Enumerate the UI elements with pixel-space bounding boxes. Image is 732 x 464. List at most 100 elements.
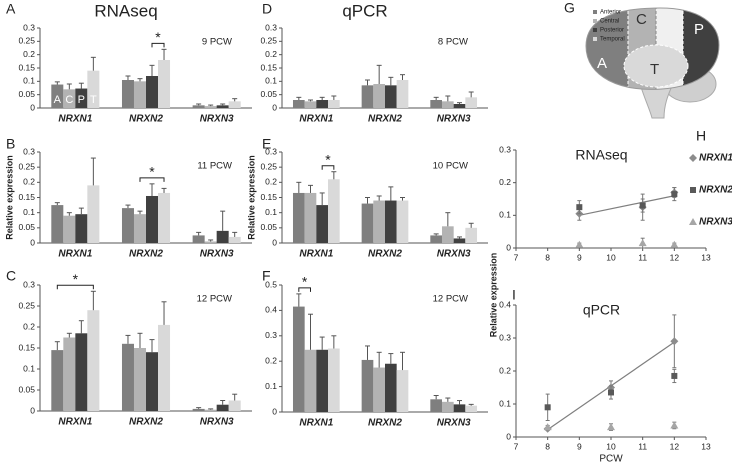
y-tick-label: 0.25 bbox=[260, 36, 277, 46]
bar bbox=[192, 408, 205, 411]
panel-letter: I bbox=[512, 287, 516, 303]
panel-letter: C bbox=[6, 268, 16, 284]
y-tick-label: 0.3 bbox=[23, 279, 35, 289]
y-tick-label: 0.5 bbox=[265, 279, 277, 289]
y-tick-label: 0.4 bbox=[265, 305, 277, 315]
point bbox=[638, 239, 647, 247]
pcw-label: 12 PCW bbox=[433, 294, 468, 305]
y-tick-label: 0.2 bbox=[265, 177, 277, 187]
bar bbox=[63, 215, 76, 243]
bar bbox=[75, 214, 88, 243]
point bbox=[543, 423, 552, 431]
bar bbox=[146, 76, 159, 108]
point bbox=[671, 372, 678, 379]
bar bbox=[133, 214, 146, 243]
y-tick-label: 0.05 bbox=[260, 89, 277, 99]
legend-label: Central bbox=[600, 19, 619, 25]
panel-letter: B bbox=[6, 136, 15, 152]
y-tick-label: 0.3 bbox=[499, 144, 511, 154]
point bbox=[670, 421, 679, 429]
x-tick-label: 13 bbox=[701, 441, 711, 451]
y-tick-label: 0 bbox=[30, 102, 35, 112]
point bbox=[671, 191, 678, 198]
x-tick-label: 8 bbox=[545, 252, 550, 262]
bar bbox=[465, 405, 478, 412]
bar bbox=[216, 230, 229, 243]
point bbox=[576, 204, 583, 211]
bar bbox=[385, 200, 397, 243]
chart-title: qPCR bbox=[583, 302, 620, 318]
significance-bracket bbox=[56, 284, 94, 290]
bar bbox=[204, 409, 217, 411]
y-tick-label: 0.15 bbox=[260, 62, 277, 72]
y-tick-label: 0.05 bbox=[260, 222, 277, 232]
legend-label: NRXN1 bbox=[699, 153, 732, 164]
y-tick-label: 0.3 bbox=[23, 146, 35, 156]
bar bbox=[453, 404, 466, 412]
bar bbox=[430, 399, 442, 412]
y-tick-label: 0.05 bbox=[18, 222, 35, 232]
x-tick-label: NRXN2 bbox=[129, 114, 163, 125]
panel-letter: E bbox=[262, 136, 271, 152]
legend-label: Posterior bbox=[600, 28, 624, 34]
bar bbox=[328, 179, 340, 243]
x-tick-label: NRXN2 bbox=[129, 249, 163, 260]
bar-label: T bbox=[90, 94, 97, 106]
y-tick-label: 0.25 bbox=[18, 300, 35, 310]
region-label: C bbox=[636, 11, 647, 28]
point bbox=[608, 389, 614, 396]
bar bbox=[396, 80, 409, 108]
y-tick-label: 0.1 bbox=[265, 76, 277, 86]
x-tick-label: NRXN3 bbox=[200, 114, 234, 125]
panel-letter: D bbox=[262, 1, 272, 17]
pcw-label: 8 PCW bbox=[438, 37, 468, 48]
panel-letter: G bbox=[564, 0, 575, 16]
x-tick-label: NRXN1 bbox=[299, 418, 333, 429]
legend-label: Anterior bbox=[600, 10, 621, 16]
y-tick-label: 0.15 bbox=[18, 192, 35, 202]
y-tick-label: 0.05 bbox=[18, 384, 35, 394]
bar bbox=[292, 306, 305, 412]
brain-diagram: A C P T G bbox=[564, 0, 720, 119]
point bbox=[575, 240, 584, 248]
bar-label: C bbox=[65, 94, 73, 106]
bar bbox=[204, 106, 217, 108]
y-tick-label: 0.4 bbox=[499, 299, 511, 309]
y-tick-label: 0.15 bbox=[18, 62, 35, 72]
y-tick-label: 0.1 bbox=[265, 207, 277, 217]
cerebrum-outline bbox=[585, 7, 720, 90]
chart-title: RNAseq bbox=[94, 1, 157, 20]
significance-bracket bbox=[139, 177, 165, 182]
x-tick-label: 10 bbox=[606, 252, 616, 262]
bar bbox=[328, 348, 340, 412]
y-axis-label: Relative expression bbox=[4, 155, 14, 240]
chart-title: RNAseq bbox=[575, 147, 627, 163]
bar bbox=[228, 400, 241, 411]
x-tick-label: NRXN2 bbox=[368, 418, 402, 429]
x-tick-label: NRXN3 bbox=[437, 249, 471, 260]
x-tick-label: NRXN2 bbox=[129, 417, 163, 428]
legend-swatch bbox=[593, 10, 597, 14]
x-tick-label: NRXN2 bbox=[368, 249, 402, 260]
legend-label: NRXN2 bbox=[699, 185, 732, 196]
y-tick-label: 0.1 bbox=[265, 381, 277, 391]
bar bbox=[396, 200, 409, 243]
y-tick-label: 0 bbox=[272, 406, 277, 416]
legend-marker bbox=[689, 218, 697, 225]
bar bbox=[373, 84, 385, 108]
x-tick-label: NRXN1 bbox=[58, 249, 92, 260]
pcw-label: 11 PCW bbox=[197, 161, 232, 172]
bar bbox=[228, 101, 241, 108]
bar bbox=[87, 185, 100, 243]
bar bbox=[146, 352, 159, 411]
panel-letter: F bbox=[262, 268, 271, 284]
bar bbox=[465, 97, 478, 108]
x-tick-label: NRXN3 bbox=[200, 417, 234, 428]
legend-label: NRXN3 bbox=[699, 217, 732, 228]
y-tick-label: 0 bbox=[272, 237, 277, 247]
legend-marker bbox=[689, 154, 697, 162]
bar bbox=[204, 241, 217, 243]
y-tick-label: 0.3 bbox=[265, 146, 277, 156]
y-tick-label: 0 bbox=[30, 237, 35, 247]
